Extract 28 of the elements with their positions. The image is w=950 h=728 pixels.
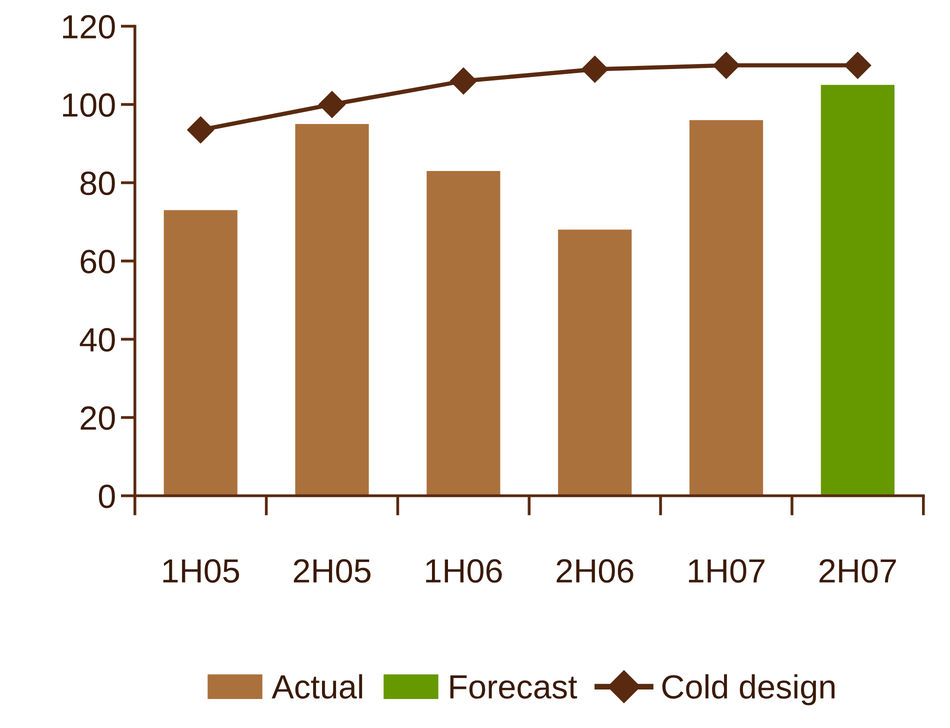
- y-tick-label: 40: [80, 328, 115, 352]
- legend-label: Cold design: [662, 674, 835, 706]
- legend-label: Forecast: [450, 675, 578, 699]
- y-tick-label: 20: [80, 406, 115, 430]
- bar: [426, 170, 500, 496]
- y-tick-label: 80: [80, 172, 115, 196]
- point: [844, 52, 872, 79]
- bar: [558, 230, 632, 496]
- x-tick-label: 2H05: [294, 559, 370, 583]
- x-tick-label: 2H07: [820, 559, 896, 583]
- bar: [689, 120, 764, 496]
- point: [450, 68, 477, 94]
- y-tick-label: 100: [63, 93, 115, 117]
- x-tick-label: 1H06: [426, 559, 502, 583]
- x-tick-label: 2H06: [556, 559, 634, 583]
- y-tick-label: 0: [98, 484, 115, 508]
- point: [318, 91, 346, 118]
- point: [712, 52, 740, 79]
- y-tick-label: 120: [63, 15, 115, 39]
- legend-label: Actual: [272, 674, 362, 699]
- bar: [164, 210, 238, 496]
- x-tick-label: 1H07: [688, 559, 764, 583]
- point: [187, 116, 214, 144]
- point: [581, 56, 608, 83]
- y-tick-label: 60: [80, 250, 115, 274]
- bar: [295, 124, 369, 496]
- bar: [820, 84, 894, 496]
- x-tick-label: 1H05: [163, 559, 240, 583]
